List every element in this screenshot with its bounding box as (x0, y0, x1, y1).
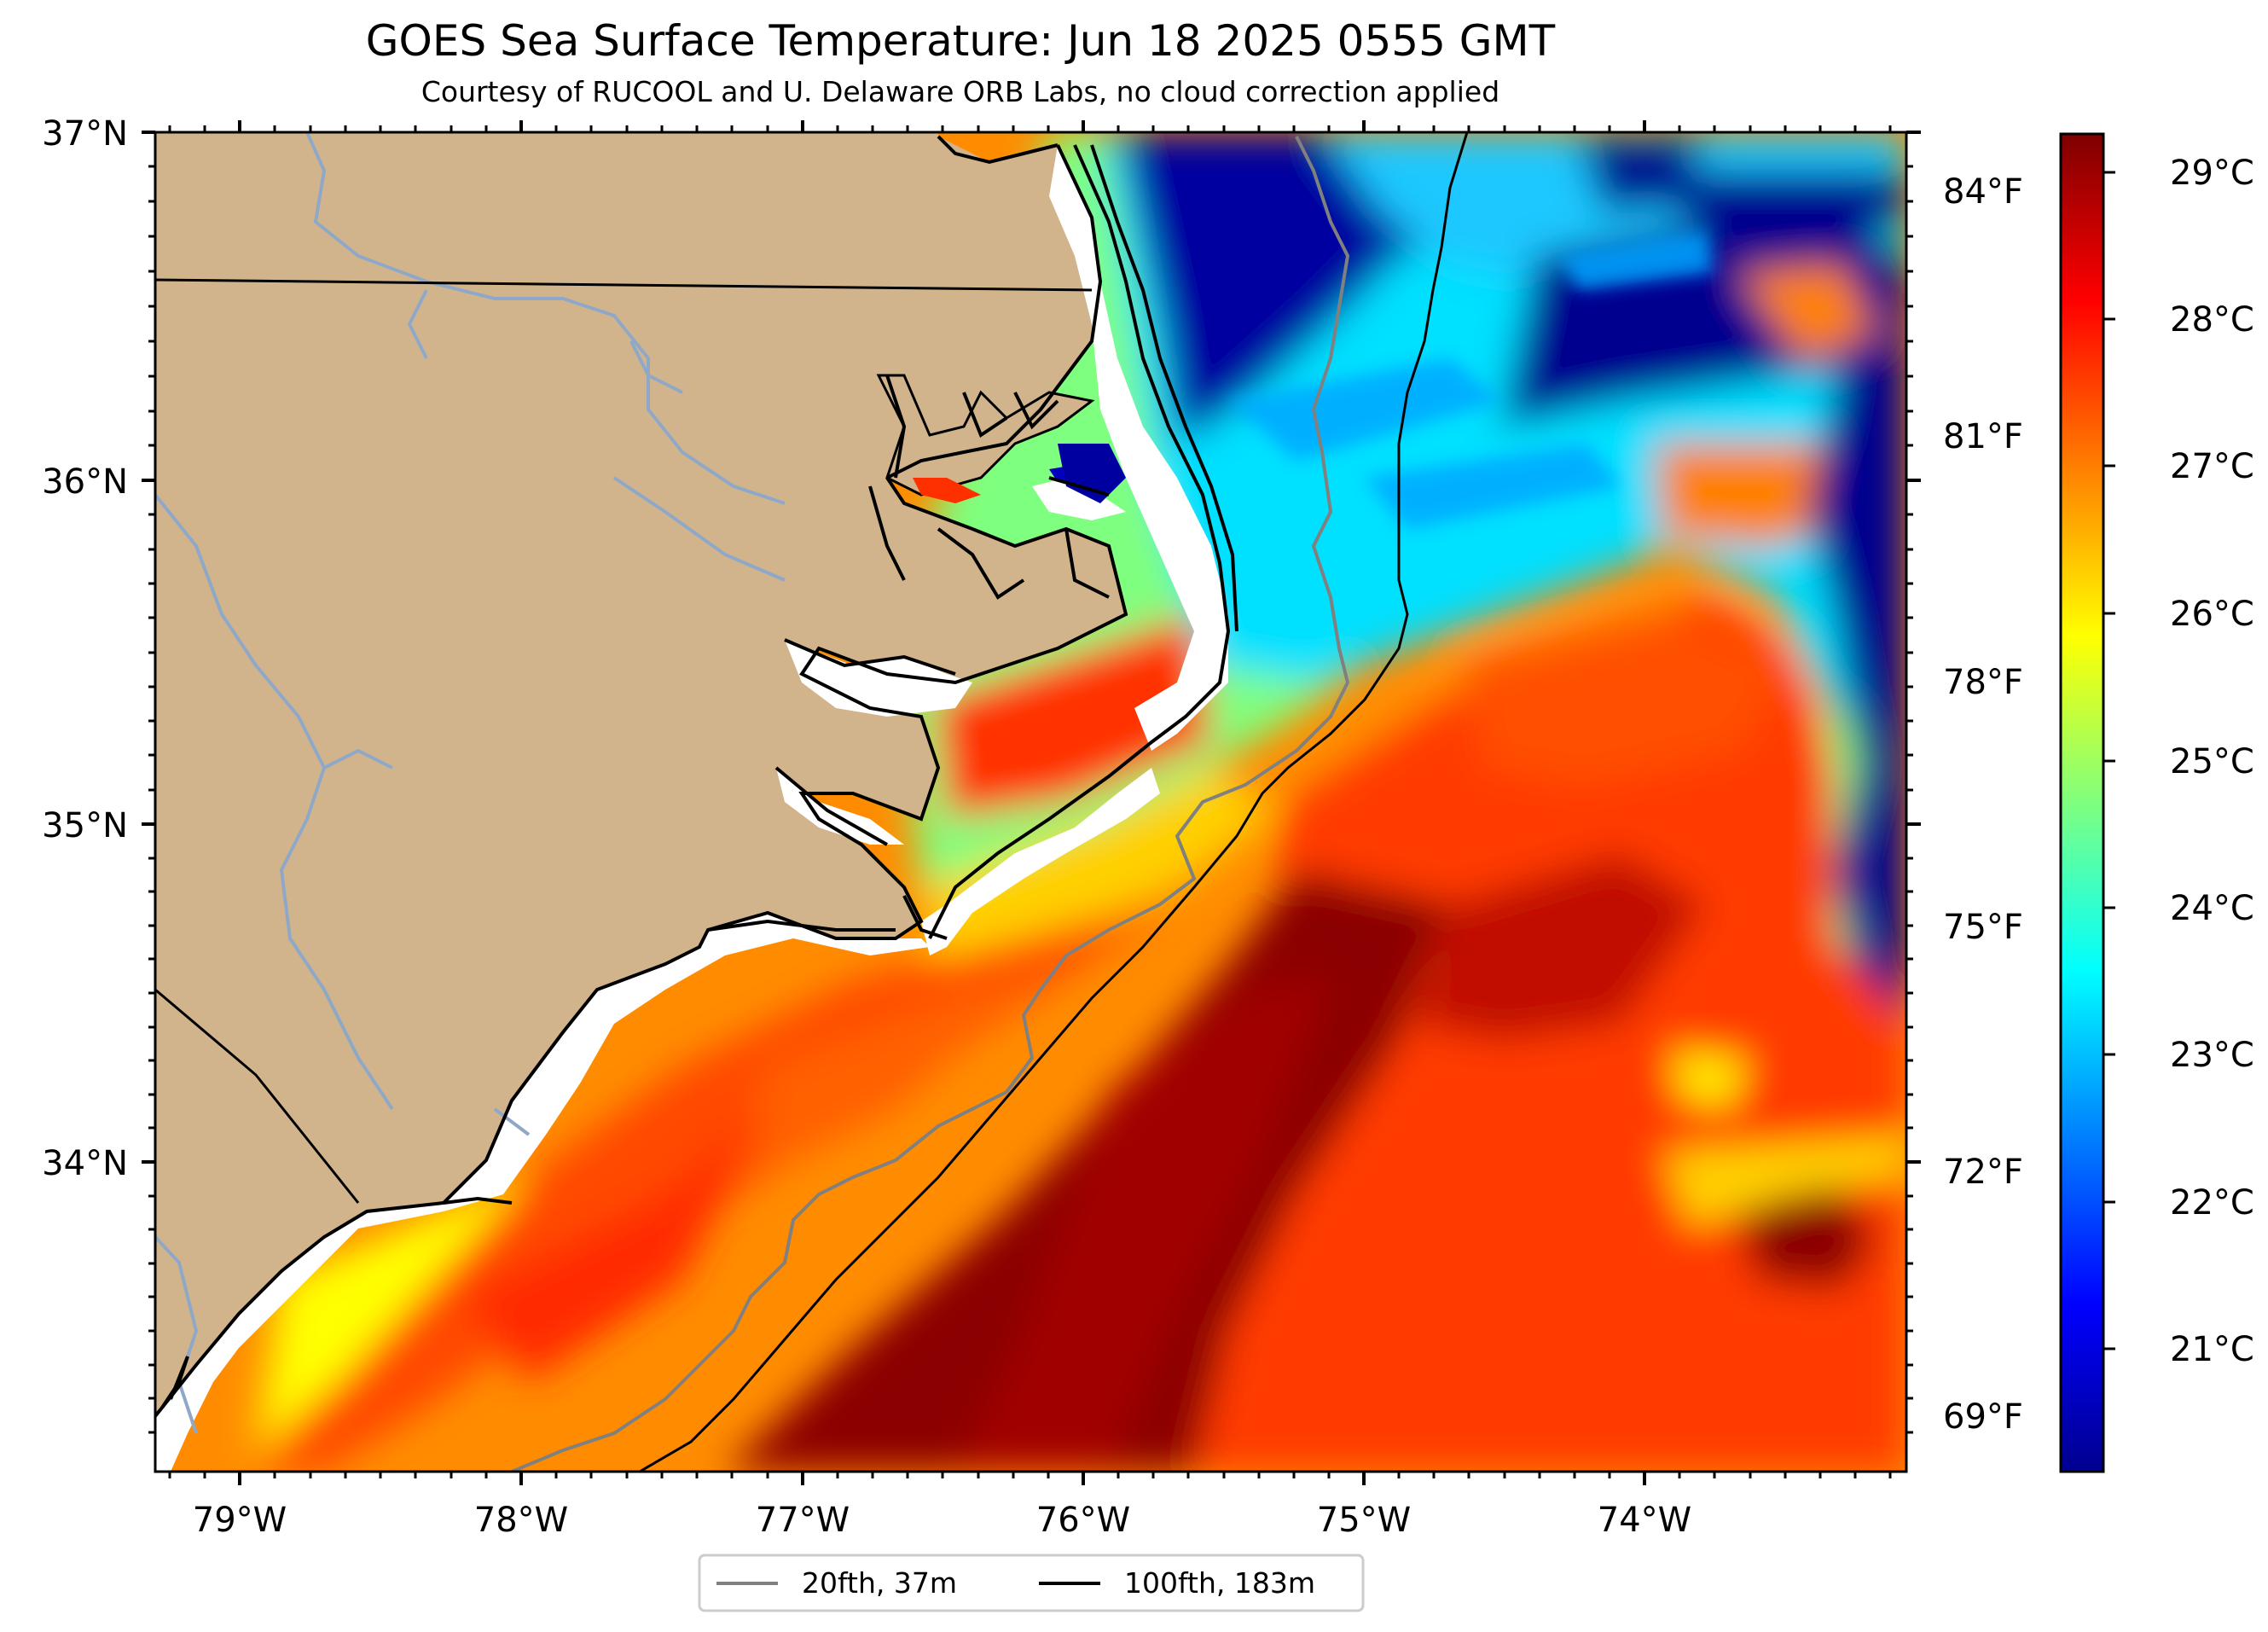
f-label-84: 84°F (1943, 172, 2023, 212)
isobath-20fth (511, 136, 1350, 1472)
colorbar: 29°C 28°C 27°C 26°C 25°C 24°C 23°C 22°C … (2059, 132, 2254, 1473)
cb-label-21: 21°C (2170, 1330, 2254, 1369)
lat-label-34: 34°N (42, 1144, 128, 1183)
f-label-75: 75°F (1943, 908, 2023, 947)
cb-label-29: 29°C (2170, 154, 2254, 193)
rivers (155, 132, 786, 1434)
lat-minor-ticks (148, 165, 155, 1434)
cb-label-27: 27°C (2170, 447, 2254, 486)
legend-label-100fth: 100fth, 183m (1124, 1566, 1315, 1600)
lat-labels: 37°N 36°N 35°N 34°N (42, 114, 128, 1183)
lon-label-76: 76°W (1036, 1501, 1130, 1540)
coastline (155, 135, 1238, 1418)
right-minor-ticks (1906, 165, 1913, 1434)
lon-label-77: 77°W (756, 1501, 850, 1540)
land (155, 132, 1228, 1472)
legend-box (698, 1554, 1365, 1612)
cb-label-23: 23°C (2170, 1036, 2254, 1075)
map-frame (154, 131, 1908, 1473)
lat-label-36: 36°N (42, 462, 128, 502)
lon-label-78: 78°W (474, 1501, 568, 1540)
cb-label-25: 25°C (2170, 742, 2254, 781)
lon-label-79: 79°W (193, 1501, 287, 1540)
f-label-72: 72°F (1943, 1153, 2023, 1192)
lon-minor-ticks (168, 125, 1892, 1478)
lon-label-75: 75°W (1317, 1501, 1411, 1540)
lat-ticks (142, 131, 155, 1164)
lon-labels: 79°W 78°W 77°W 76°W 75°W 74°W (193, 1501, 1691, 1540)
right-major-ticks (1906, 131, 1921, 1164)
legend: 20fth, 37m 100fth, 183m (698, 1554, 1365, 1612)
fahrenheit-labels: 84°F 81°F 78°F 75°F 72°F 69°F (1943, 172, 2023, 1437)
colorbar-labels: 29°C 28°C 27°C 26°C 25°C 24°C 23°C 22°C … (2170, 154, 2254, 1369)
isobaths (511, 132, 1469, 1472)
cb-label-28: 28°C (2170, 300, 2254, 340)
lon-label-74: 74°W (1598, 1501, 1691, 1540)
f-label-69: 69°F (1943, 1397, 2023, 1437)
lon-ticks (238, 120, 1646, 1485)
colorbar-gradient (2059, 132, 2105, 1473)
f-label-81: 81°F (1943, 417, 2023, 456)
map-subtitle: Courtesy of RUCOOL and U. Delaware ORB L… (421, 75, 1500, 108)
lat-label-37: 37°N (42, 114, 128, 154)
colorbar-ticks (2103, 171, 2115, 1350)
state-borders (155, 278, 1093, 1204)
cb-label-26: 26°C (2170, 595, 2254, 634)
cb-label-22: 22°C (2170, 1183, 2254, 1223)
map-title: GOES Sea Surface Temperature: Jun 18 202… (365, 16, 1556, 66)
map-panel (155, 132, 1906, 1472)
cb-label-24: 24°C (2170, 889, 2254, 928)
lat-label-35: 35°N (42, 806, 128, 845)
isobath-100fth (639, 132, 1469, 1472)
f-label-78: 78°F (1943, 663, 2023, 702)
legend-label-20fth: 20fth, 37m (802, 1566, 957, 1600)
